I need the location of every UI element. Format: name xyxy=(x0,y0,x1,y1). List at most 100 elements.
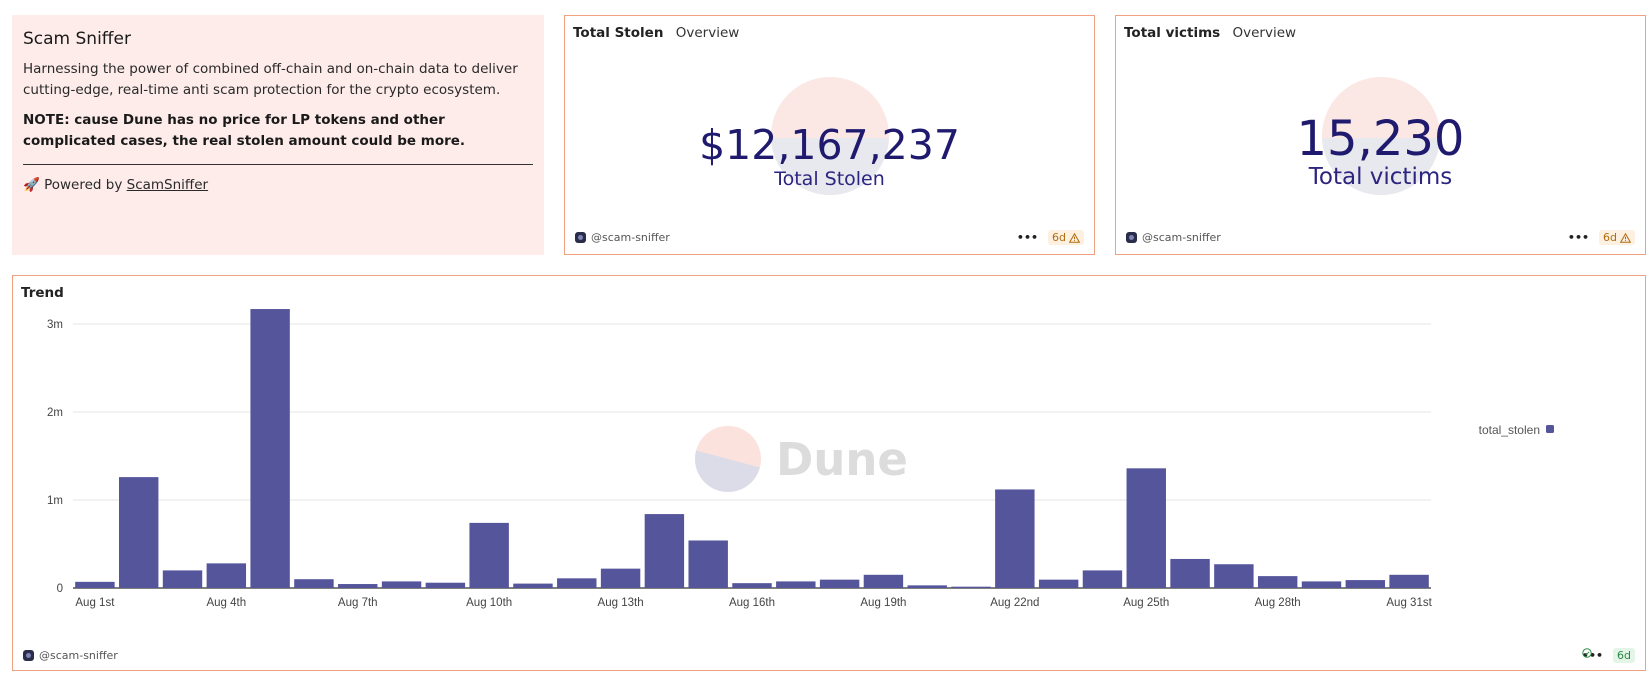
bar[interactable] xyxy=(819,579,860,588)
more-options-icon[interactable]: ••• xyxy=(1016,231,1039,244)
x-tick-label: Aug 19th xyxy=(860,597,906,609)
bar[interactable] xyxy=(557,578,597,588)
bar[interactable] xyxy=(776,581,816,588)
bar[interactable] xyxy=(732,583,772,588)
bar[interactable] xyxy=(863,574,904,588)
bar[interactable] xyxy=(688,540,728,588)
more-options-icon[interactable]: ••• xyxy=(1581,649,1604,662)
bar[interactable] xyxy=(75,581,115,588)
divider xyxy=(23,164,533,165)
bar[interactable] xyxy=(162,570,203,588)
about-description: Harnessing the power of combined off-cha… xyxy=(23,61,518,98)
chart-legend: total_stolen xyxy=(1479,423,1554,437)
x-tick-label: Aug 28th xyxy=(1255,597,1301,609)
x-tick-label: Aug 13th xyxy=(598,597,644,609)
status-badge[interactable]: 6d xyxy=(1582,648,1635,663)
bar[interactable] xyxy=(1126,468,1166,588)
powered-by: 🚀 Powered by ScamSniffer xyxy=(23,177,533,193)
x-tick-label: Aug 7th xyxy=(338,597,378,609)
status-badge[interactable]: 6d xyxy=(1599,230,1635,245)
card-subtitle: Overview xyxy=(675,25,740,41)
x-tick-label: Aug 25th xyxy=(1123,597,1169,609)
bar-chart: Dune 0 1m 2m 3m Aug 1st Aug 4th Aug 7th Aug 10… xyxy=(47,309,1554,609)
dune-logo-background xyxy=(770,77,889,195)
card-title[interactable]: Total victims xyxy=(1124,25,1221,41)
powered-by-text: 🚀 Powered by xyxy=(23,177,127,193)
bar[interactable] xyxy=(907,585,947,588)
avatar xyxy=(575,232,586,243)
card-footer-actions: ••• 6d xyxy=(1582,648,1635,663)
bar[interactable] xyxy=(1170,558,1210,588)
avatar xyxy=(23,650,34,661)
bar[interactable] xyxy=(644,514,685,588)
age-label: 6d xyxy=(1617,649,1631,662)
about-card: Scam Sniffer Harnessing the power of com… xyxy=(12,15,544,255)
x-tick-label: Aug 4th xyxy=(206,597,246,609)
card-header: Total victims Overview xyxy=(1124,25,1296,41)
y-axis-ticks: 0 1m 2m 3m xyxy=(47,319,63,595)
x-axis-ticks: Aug 1st Aug 4th Aug 7th Aug 10th Aug 13th Aug… xyxy=(75,597,1432,609)
bar[interactable] xyxy=(951,586,991,588)
check-circle-icon xyxy=(1582,648,1592,658)
bar[interactable] xyxy=(1082,570,1123,588)
author-name: @scam-sniffer xyxy=(1142,231,1221,244)
about-title: Scam Sniffer xyxy=(23,29,131,49)
scamsniffer-link[interactable]: ScamSniffer xyxy=(126,177,209,193)
dune-watermark-text: Dune xyxy=(776,433,908,486)
y-tick-label: 1m xyxy=(47,495,63,507)
total-stolen-card: Total Stolen Overview $12,167,237 Total … xyxy=(564,15,1095,255)
status-badge[interactable]: 6d xyxy=(1048,230,1084,245)
x-tick-label: Aug 1st xyxy=(75,597,115,609)
x-tick-label: Aug 16th xyxy=(729,597,775,609)
chart-title[interactable]: Trend xyxy=(21,285,64,301)
counter-area: 15,230 Total victims xyxy=(1116,71,1645,201)
bar[interactable] xyxy=(995,489,1035,588)
card-title[interactable]: Total Stolen xyxy=(573,25,664,41)
card-header: Total Stolen Overview xyxy=(573,25,739,41)
legend-swatch xyxy=(1546,425,1554,433)
bar[interactable] xyxy=(1389,574,1429,588)
bar[interactable] xyxy=(600,568,641,588)
avatar xyxy=(1126,232,1137,243)
y-tick-label: 0 xyxy=(57,583,63,595)
bar[interactable] xyxy=(1038,579,1079,588)
author-name: @scam-sniffer xyxy=(39,649,118,662)
counter-label: Total victims xyxy=(1308,164,1453,190)
author[interactable]: @scam-sniffer xyxy=(575,231,670,244)
more-options-icon[interactable]: ••• xyxy=(1567,231,1590,244)
legend-label: total_stolen xyxy=(1479,423,1540,437)
author[interactable]: @scam-sniffer xyxy=(1126,231,1221,244)
dune-logo-lower xyxy=(695,450,760,492)
bar[interactable] xyxy=(1345,580,1386,588)
warning-icon xyxy=(1620,232,1631,243)
bar[interactable] xyxy=(250,309,290,588)
dune-watermark: Dune xyxy=(695,426,908,492)
counter-value: $12,167,237 xyxy=(699,121,960,169)
bar[interactable] xyxy=(469,522,509,588)
bar[interactable] xyxy=(1214,564,1254,588)
author-name: @scam-sniffer xyxy=(591,231,670,244)
age-label: 6d xyxy=(1052,231,1066,244)
about-note: NOTE: cause Dune has no price for LP tok… xyxy=(23,112,466,149)
x-tick-label: Aug 22nd xyxy=(990,597,1039,609)
bar[interactable] xyxy=(338,584,378,588)
x-tick-label: Aug 10th xyxy=(466,597,512,609)
card-footer-actions: ••• 6d xyxy=(1568,230,1635,245)
card-footer-actions: ••• 6d xyxy=(1017,230,1084,245)
trend-chart-card: Trend Dune 0 1m 2m 3m Aug 1st Aug 4th Aug 7th… xyxy=(12,275,1646,671)
x-tick-label: Aug 31st xyxy=(1386,597,1432,609)
counter-value: 15,230 xyxy=(1296,111,1465,167)
bar[interactable] xyxy=(1301,581,1342,588)
bar[interactable] xyxy=(425,582,466,588)
counter-area: $12,167,237 Total Stolen xyxy=(565,71,1094,201)
chart-bars xyxy=(75,309,1429,588)
bar[interactable] xyxy=(294,579,334,588)
bar[interactable] xyxy=(118,477,159,588)
bar[interactable] xyxy=(513,583,553,588)
author[interactable]: @scam-sniffer xyxy=(23,649,118,662)
bar[interactable] xyxy=(206,563,247,588)
bar[interactable] xyxy=(1257,576,1298,588)
bar[interactable] xyxy=(381,581,422,588)
total-victims-card: Total victims Overview 15,230 Total vict… xyxy=(1115,15,1646,255)
card-subtitle: Overview xyxy=(1232,25,1297,41)
